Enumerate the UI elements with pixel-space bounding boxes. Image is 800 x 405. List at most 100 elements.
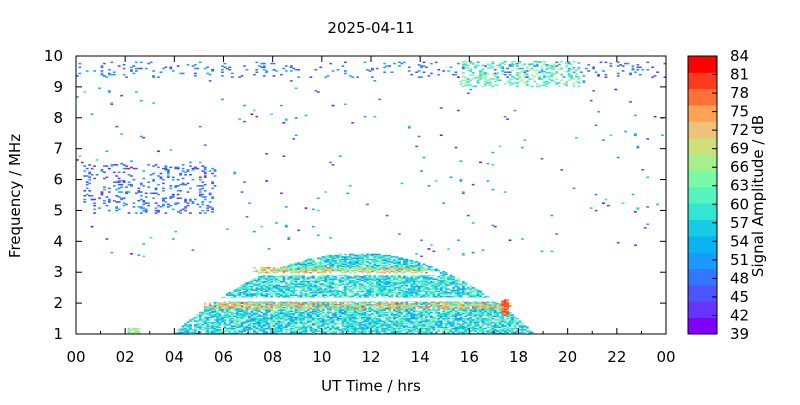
heatmap-cell <box>484 332 487 334</box>
heatmap-cell <box>501 332 505 334</box>
heatmap-cell <box>378 261 382 263</box>
heatmap-cell <box>395 331 399 334</box>
heatmap-cell <box>255 322 259 325</box>
heatmap-cell <box>398 331 401 334</box>
heatmap-cell <box>385 307 389 309</box>
heatmap-cell <box>434 290 438 293</box>
heatmap-cell <box>329 282 332 284</box>
heatmap-cell <box>375 264 379 267</box>
heatmap-cell <box>395 325 399 327</box>
heatmap-cell <box>476 332 480 334</box>
heatmap-cell <box>326 309 330 311</box>
heatmap-cell <box>307 282 310 284</box>
heatmap-cell <box>356 306 360 308</box>
heatmap-cell <box>417 289 421 292</box>
heatmap-cell <box>449 317 453 320</box>
heatmap-cell <box>459 289 463 292</box>
heatmap-cell <box>447 303 450 306</box>
heatmap-cell <box>425 284 428 287</box>
heatmap-cell <box>250 325 254 327</box>
heatmap-cell <box>326 274 330 277</box>
heatmap-cell <box>343 259 347 262</box>
heatmap-cell <box>248 302 251 305</box>
heatmap-cell <box>358 322 362 325</box>
heatmap-cell <box>415 320 419 322</box>
heatmap-cell <box>385 317 389 320</box>
heatmap-cell <box>257 301 261 304</box>
heatmap-cell <box>466 303 470 305</box>
heatmap-cell <box>346 268 350 271</box>
heatmap-cell <box>400 322 404 325</box>
heatmap-cell <box>452 332 455 334</box>
heatmap-cell <box>314 280 318 283</box>
heatmap-cell <box>430 274 433 277</box>
heatmap-cell <box>341 327 345 330</box>
heatmap-cell <box>363 287 367 289</box>
heatmap-cell <box>186 321 190 324</box>
heatmap-cell <box>255 288 259 290</box>
heatmap-cell <box>373 293 377 295</box>
heatmap-cell <box>326 288 330 290</box>
heatmap-cell <box>410 326 414 329</box>
heatmap-cell <box>334 261 337 263</box>
heatmap-cell <box>287 266 291 268</box>
heatmap-cell <box>378 326 382 329</box>
heatmap-cell <box>503 319 507 321</box>
heatmap-cell <box>176 329 180 331</box>
heatmap-cell <box>368 324 372 326</box>
heatmap-cell <box>395 278 399 280</box>
heatmap-cell <box>339 269 342 272</box>
heatmap-cell <box>321 317 325 320</box>
heatmap-cell <box>461 322 465 325</box>
heatmap-cell <box>378 331 382 334</box>
heatmap-cell <box>452 287 455 289</box>
heatmap-cell <box>378 310 382 313</box>
heatmap-cell <box>449 293 453 295</box>
heatmap-cell <box>395 283 399 285</box>
heatmap-cell <box>484 314 487 316</box>
heatmap-cell <box>437 316 441 319</box>
heatmap-cell <box>265 294 269 296</box>
heatmap-cell <box>430 284 433 287</box>
heatmap-cell <box>371 285 374 288</box>
heatmap-cell <box>422 263 426 266</box>
heatmap-cell <box>501 329 505 331</box>
heatmap-cell <box>474 314 478 316</box>
heatmap-cell <box>302 263 305 266</box>
heatmap-cell <box>415 291 419 294</box>
heatmap-cell <box>287 315 291 318</box>
heatmap-cell <box>346 324 350 326</box>
heatmap-cell <box>309 330 313 332</box>
heatmap-cell <box>331 256 335 258</box>
heatmap-cell <box>430 309 433 311</box>
heatmap-cell <box>371 330 374 332</box>
heatmap-cell <box>388 282 391 284</box>
heatmap-cell <box>235 324 239 326</box>
heatmap-cell <box>307 289 310 292</box>
heatmap-cell <box>415 261 419 263</box>
heatmap-cell <box>402 263 406 266</box>
heatmap-cell <box>275 290 278 293</box>
heatmap-cell <box>250 287 254 289</box>
heatmap-cell <box>390 274 394 277</box>
heatmap-cell <box>464 283 468 285</box>
heatmap-cell <box>294 317 298 320</box>
heatmap-cell <box>506 317 509 320</box>
heatmap-cell <box>513 324 517 326</box>
heatmap-cell <box>353 294 357 296</box>
heatmap-cell <box>248 312 251 315</box>
heatmap-cell <box>400 285 404 288</box>
heatmap-cell <box>289 314 293 316</box>
heatmap-cell <box>343 327 347 330</box>
heatmap-cell <box>402 279 406 282</box>
heatmap-cell <box>444 285 448 288</box>
heatmap-cell <box>461 315 465 318</box>
heatmap-cell <box>343 263 347 266</box>
heatmap-cell <box>211 316 214 319</box>
heatmap-cell <box>321 289 325 292</box>
heatmap-cell <box>491 329 495 331</box>
heatmap-cell <box>412 316 416 319</box>
heatmap-cell <box>363 274 367 277</box>
heatmap-cell <box>371 258 374 261</box>
heatmap-cell <box>346 283 350 285</box>
